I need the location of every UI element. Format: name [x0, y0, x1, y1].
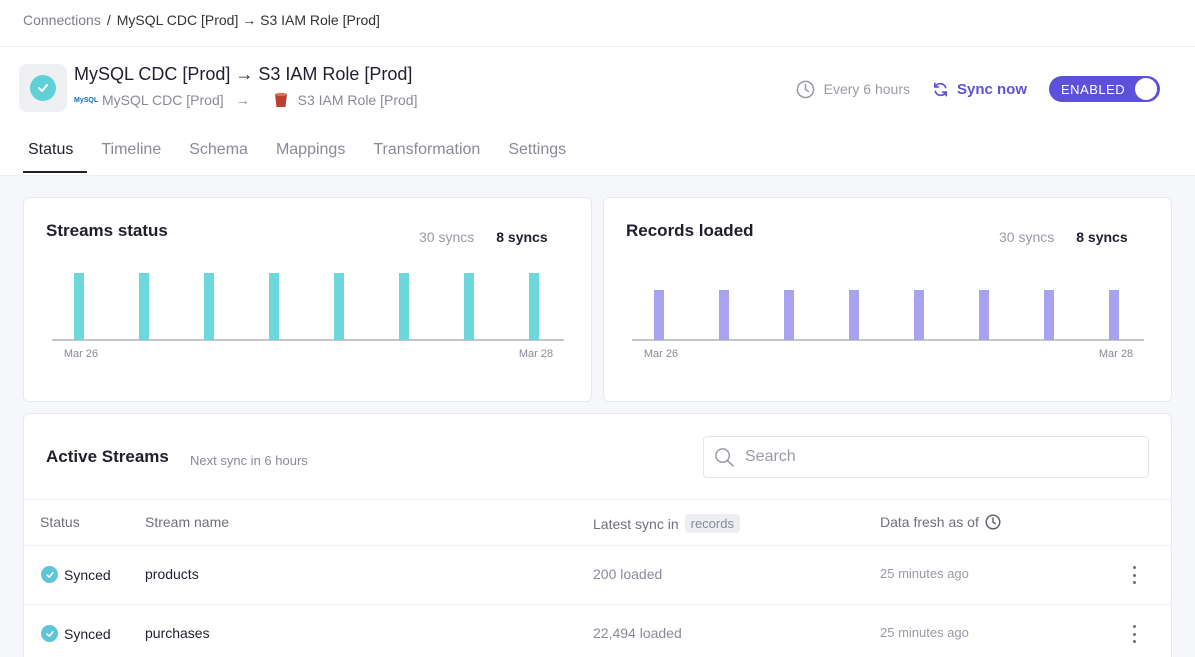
breadcrumb-separator: /	[106, 12, 111, 28]
sync-schedule: Every 6 hours	[796, 80, 910, 99]
column-header-data-fresh[interactable]: Data fresh as of	[880, 514, 1001, 530]
tab-timeline[interactable]: Timeline	[101, 141, 162, 158]
sync-bar[interactable]	[529, 273, 539, 340]
x-tick-label-end: Mar 28	[1099, 348, 1133, 360]
table-row[interactable]: Synced purchases 22,494 loaded 25 minute…	[24, 604, 1171, 657]
sync-bar[interactable]	[719, 290, 729, 340]
stream-name: products	[145, 566, 199, 582]
x-tick-label-start: Mar 26	[64, 348, 98, 360]
breadcrumb-connections-link[interactable]: Connections	[23, 12, 101, 28]
toggle-knob	[1135, 78, 1157, 100]
sync-bar[interactable]	[399, 273, 409, 340]
tabs-divider	[0, 175, 1195, 176]
s3-bucket-icon	[274, 92, 287, 107]
connection-status-logo	[19, 64, 67, 112]
column-header-status[interactable]: Status	[40, 514, 80, 530]
sync-bar[interactable]	[464, 273, 474, 340]
clock-icon	[796, 80, 814, 98]
tab-schema[interactable]: Schema	[189, 141, 248, 158]
check-circle-icon	[41, 566, 58, 583]
status-cell: Synced	[41, 566, 111, 583]
sync-bar[interactable]	[204, 273, 214, 340]
records-unit-pill[interactable]: records	[684, 514, 740, 533]
data-fresh-value: 25 minutes ago	[880, 625, 969, 640]
range-30-syncs[interactable]: 30 syncs	[419, 229, 475, 245]
clock-icon[interactable]	[985, 514, 1001, 530]
x-tick-label-start: Mar 26	[644, 348, 678, 360]
sync-bar[interactable]	[1044, 290, 1054, 340]
data-fresh-label: Data fresh as of	[880, 514, 979, 530]
schedule-label: Every 6 hours	[823, 81, 910, 97]
check-icon	[30, 75, 56, 101]
sync-bar[interactable]	[334, 273, 344, 340]
column-header-latest-sync[interactable]: Latest sync in records	[593, 514, 740, 533]
streams-status-title: Streams status	[46, 221, 168, 240]
range-8-syncs[interactable]: 8 syncs	[496, 229, 548, 245]
status-label: Synced	[64, 566, 111, 583]
mysql-logo-icon: MySQL	[74, 96, 99, 104]
table-row[interactable]: Synced products 200 loaded 25 minutes ag…	[24, 545, 1171, 603]
streams-divider	[24, 499, 1171, 500]
sync-bar[interactable]	[654, 290, 664, 340]
sync-bar[interactable]	[1109, 290, 1119, 340]
range-30-syncs[interactable]: 30 syncs	[999, 229, 1055, 245]
source-name: MySQL CDC [Prod]	[102, 92, 224, 108]
streams-status-range: 30 syncs 8 syncs	[419, 229, 548, 245]
sync-bar[interactable]	[914, 290, 924, 340]
sync-bar[interactable]	[269, 273, 279, 340]
column-header-stream-name[interactable]: Stream name	[145, 514, 230, 530]
check-circle-icon	[41, 625, 58, 642]
x-tick-label-end: Mar 28	[519, 348, 553, 360]
breadcrumb-current: MySQL CDC [Prod] → S3 IAM Role [Prod]	[116, 12, 380, 28]
toggle-label: ENABLED	[1061, 81, 1126, 97]
active-streams-title: Active Streams	[46, 447, 169, 466]
records-loaded-card: Records loaded 30 syncs 8 syncs Mar 26 Ma…	[603, 197, 1172, 402]
sync-now-label: Sync now	[956, 80, 1027, 98]
connection-subtitle: MySQL MySQL CDC [Prod] → S3 IAM Role [Pr…	[74, 92, 417, 108]
header-actions: Every 6 hours Sync now ENABLED	[796, 76, 1160, 102]
header-divider	[0, 46, 1195, 47]
sync-bar[interactable]	[74, 273, 84, 340]
tab-mappings[interactable]: Mappings	[275, 141, 346, 158]
streams-status-chart: Mar 26 Mar 28	[52, 273, 564, 360]
page-title: MySQL CDC [Prod] → S3 IAM Role [Prod]	[74, 64, 413, 84]
sync-bar[interactable]	[849, 290, 859, 340]
streams-status-card: Streams status 30 syncs 8 syncs Mar 26 Ma…	[23, 197, 592, 402]
records-loaded-title: Records loaded	[626, 221, 754, 240]
status-cell: Synced	[41, 625, 111, 642]
stream-name: purchases	[145, 625, 210, 641]
sync-now-button[interactable]: Sync now	[932, 81, 1027, 98]
data-fresh-value: 25 minutes ago	[880, 566, 969, 581]
records-loaded-range: 30 syncs 8 syncs	[999, 229, 1128, 245]
latest-sync-value: 22,494 loaded	[593, 625, 682, 641]
active-streams-card: Active Streams Next sync in 6 hours Stat…	[23, 413, 1172, 657]
next-sync-label: Next sync in 6 hours	[190, 453, 308, 468]
enabled-toggle[interactable]: ENABLED	[1049, 76, 1160, 102]
sync-bar[interactable]	[139, 273, 149, 340]
sync-bar[interactable]	[784, 290, 794, 340]
tab-status[interactable]: Status	[23, 141, 88, 173]
refresh-icon	[933, 82, 948, 96]
more-options-icon[interactable]	[1131, 566, 1137, 584]
latest-sync-label: Latest sync in	[593, 515, 679, 532]
range-8-syncs[interactable]: 8 syncs	[1076, 229, 1128, 245]
search-box	[703, 436, 1149, 478]
search-icon	[715, 447, 734, 467]
search-input[interactable]	[745, 448, 1125, 466]
tab-transformation[interactable]: Transformation	[373, 141, 481, 158]
tab-settings[interactable]: Settings	[508, 141, 567, 158]
breadcrumb: Connections / MySQL CDC [Prod] → S3 IAM …	[23, 12, 380, 28]
arrow-right-icon: →	[235, 92, 250, 108]
latest-sync-value: 200 loaded	[593, 566, 663, 582]
records-loaded-chart: Mar 26 Mar 28	[632, 290, 1144, 360]
more-options-icon[interactable]	[1131, 625, 1137, 643]
destination-name: S3 IAM Role [Prod]	[297, 92, 418, 108]
sync-bar[interactable]	[979, 290, 989, 340]
status-label: Synced	[64, 625, 111, 642]
tab-bar: Status Timeline Schema Mappings Transfor…	[23, 141, 580, 173]
